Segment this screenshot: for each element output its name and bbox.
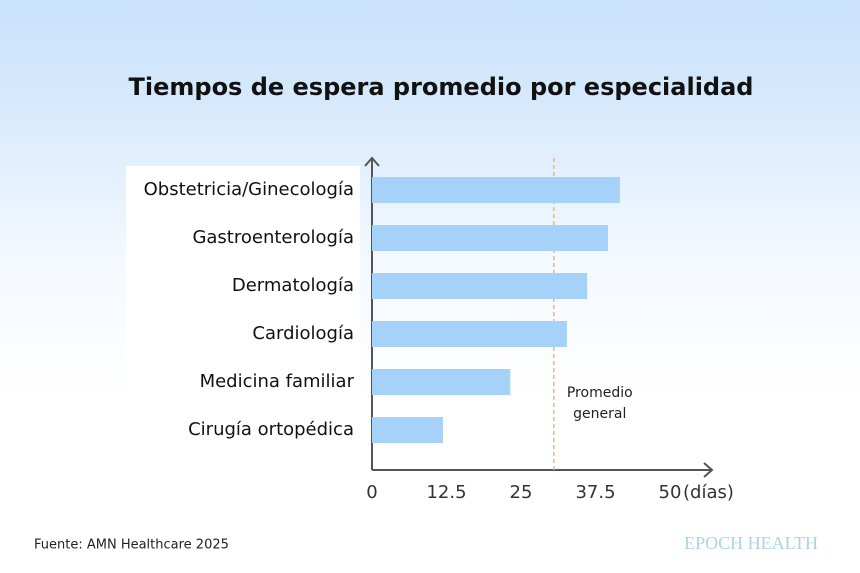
- y-tick-label: Dermatología: [232, 275, 354, 296]
- x-tick-label: 0: [366, 482, 377, 503]
- y-tick-label: Gastroenterología: [192, 227, 354, 248]
- y-tick-label: Cirugía ortopédica: [188, 419, 354, 440]
- bar: [372, 177, 620, 203]
- y-tick-label: Cardiología: [252, 323, 354, 344]
- brand: EPOCH HEALTH: [684, 533, 818, 553]
- x-tick-label: 25: [510, 482, 533, 503]
- y-axis-arrow: [364, 156, 380, 167]
- y-tick-label: Obstetricia/Ginecología: [144, 179, 354, 200]
- source: Fuente: AMN Healthcare 2025: [34, 538, 229, 553]
- bar: [372, 225, 609, 251]
- x-axis-arrow: [703, 462, 714, 478]
- chart-title: Tiempos de espera promedio por especiali…: [129, 73, 754, 101]
- label-panel: [126, 166, 360, 442]
- reference-label: Promedio: [567, 385, 633, 401]
- x-tick-label: 50: [659, 482, 682, 503]
- x-axis-label: (días): [683, 482, 734, 503]
- x-tick-label: 37.5: [575, 482, 615, 503]
- y-tick-label: Medicina familiar: [200, 371, 355, 392]
- bar: [372, 417, 443, 443]
- bar: [372, 369, 511, 395]
- reference-label: general: [573, 406, 626, 422]
- x-tick-label: 12.5: [426, 482, 466, 503]
- bar: [372, 273, 588, 299]
- bar: [372, 321, 567, 347]
